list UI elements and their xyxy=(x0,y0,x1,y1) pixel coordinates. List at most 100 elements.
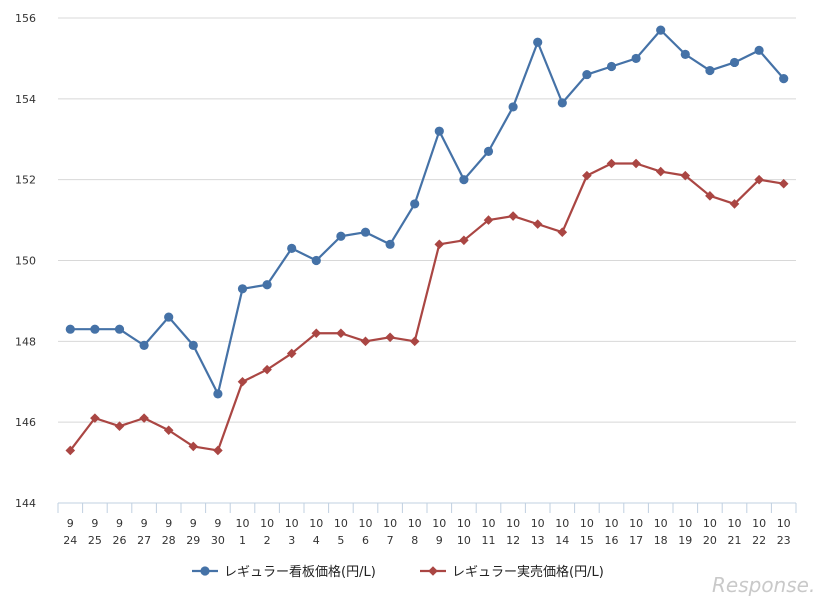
series-line xyxy=(69,29,785,395)
x-tick-month: 10 xyxy=(334,517,348,530)
legend-item: レギュラー実売価格(円/L) xyxy=(420,564,604,580)
x-tick-month: 10 xyxy=(580,517,594,530)
x-tick-day: 16 xyxy=(605,534,619,547)
data-point xyxy=(385,332,395,343)
data-point xyxy=(729,57,740,68)
data-point xyxy=(90,324,100,334)
x-tick-month: 9 xyxy=(141,517,148,530)
data-point xyxy=(508,211,518,221)
data-point xyxy=(65,445,76,456)
data-point xyxy=(532,219,543,229)
data-point xyxy=(114,421,125,432)
x-tick-month: 10 xyxy=(678,517,692,530)
data-point xyxy=(483,215,494,225)
x-tick-month: 9 xyxy=(214,517,221,530)
x-tick-month: 10 xyxy=(752,517,766,530)
legend-marker xyxy=(428,566,438,576)
x-tick-day: 7 xyxy=(387,534,394,547)
data-point xyxy=(188,441,199,452)
data-point xyxy=(729,199,740,209)
x-tick-day: 4 xyxy=(313,534,320,547)
x-tick-day: 17 xyxy=(629,534,643,547)
data-point xyxy=(336,231,346,241)
x-tick-day: 20 xyxy=(703,534,717,547)
data-point xyxy=(262,280,272,290)
data-point xyxy=(164,312,174,322)
x-axis: 9 24 9 25 9 26 9 27 9 28 9 29 9 30 10 1 10 2 10 3 10 4 10 5 10 6 1… xyxy=(57,502,797,547)
x-tick-month: 10 xyxy=(555,517,569,530)
data-point xyxy=(213,445,223,456)
x-tick-day: 28 xyxy=(162,534,176,547)
x-tick-day: 10 xyxy=(457,534,471,547)
data-point xyxy=(385,239,395,249)
x-tick-day: 21 xyxy=(728,534,742,547)
x-tick-month: 10 xyxy=(531,517,545,530)
x-tick-day: 9 xyxy=(436,534,443,547)
x-tick-day: 19 xyxy=(678,534,692,547)
data-point xyxy=(139,340,149,350)
legend-label: レギュラー実売価格(円/L) xyxy=(452,564,604,580)
x-tick-month: 10 xyxy=(236,517,250,530)
data-point xyxy=(410,199,420,209)
x-tick-day: 6 xyxy=(362,534,369,547)
grid-lines xyxy=(58,17,796,423)
data-point xyxy=(459,235,469,246)
data-point xyxy=(483,146,494,156)
x-tick-day: 8 xyxy=(411,534,418,547)
x-tick-month: 10 xyxy=(408,517,422,530)
x-tick-month: 9 xyxy=(165,517,172,530)
data-point xyxy=(508,102,518,112)
x-tick-month: 10 xyxy=(629,517,643,530)
x-tick-day: 2 xyxy=(264,534,271,547)
x-tick-month: 10 xyxy=(432,517,446,530)
x-tick-month: 9 xyxy=(67,517,74,530)
x-tick-month: 10 xyxy=(728,517,742,530)
x-tick-day: 13 xyxy=(531,534,545,547)
x-tick-month: 9 xyxy=(91,517,98,530)
x-tick-day: 18 xyxy=(654,534,668,547)
x-tick-day: 26 xyxy=(113,534,127,547)
x-tick-day: 30 xyxy=(211,534,225,547)
data-point xyxy=(213,389,223,399)
series-1 xyxy=(65,25,789,399)
legend-label: レギュラー看板価格(円/L) xyxy=(224,564,376,580)
x-tick-month: 10 xyxy=(654,517,668,530)
x-tick-day: 14 xyxy=(555,534,569,547)
data-point xyxy=(680,49,690,59)
x-tick-month: 9 xyxy=(116,517,123,530)
data-point xyxy=(311,255,321,266)
data-point xyxy=(582,69,592,80)
data-point xyxy=(631,158,641,169)
y-tick-label: 150 xyxy=(15,255,36,268)
data-point xyxy=(360,227,371,237)
legend-marker xyxy=(200,566,210,576)
x-tick-month: 10 xyxy=(703,517,717,530)
data-point xyxy=(237,376,248,387)
data-point xyxy=(557,98,567,108)
data-point xyxy=(262,364,272,375)
data-point xyxy=(705,191,715,201)
data-point xyxy=(360,336,371,347)
y-tick-label: 146 xyxy=(15,416,36,429)
y-axis-ticks: 144 146 148 150 152 154 156 xyxy=(15,12,36,510)
y-tick-label: 152 xyxy=(15,174,36,187)
x-tick-month: 10 xyxy=(605,517,619,530)
data-point xyxy=(114,324,125,334)
data-point xyxy=(705,65,715,76)
x-tick-day: 29 xyxy=(186,534,200,547)
legend: レギュラー看板価格(円/L) レギュラー実売価格(円/L) xyxy=(192,564,604,580)
x-tick-month: 10 xyxy=(482,517,496,530)
series-2 xyxy=(65,158,789,456)
data-point xyxy=(533,37,543,47)
data-point xyxy=(65,324,75,334)
y-tick-label: 156 xyxy=(15,12,36,25)
x-tick-day: 5 xyxy=(337,534,344,547)
x-tick-month: 10 xyxy=(457,517,471,530)
watermark-text: Response. xyxy=(712,573,815,597)
x-tick-month: 10 xyxy=(506,517,520,530)
data-point xyxy=(287,243,297,253)
data-point xyxy=(336,328,346,339)
data-point xyxy=(778,178,789,189)
data-point xyxy=(656,25,666,35)
y-tick-label: 144 xyxy=(15,497,36,510)
